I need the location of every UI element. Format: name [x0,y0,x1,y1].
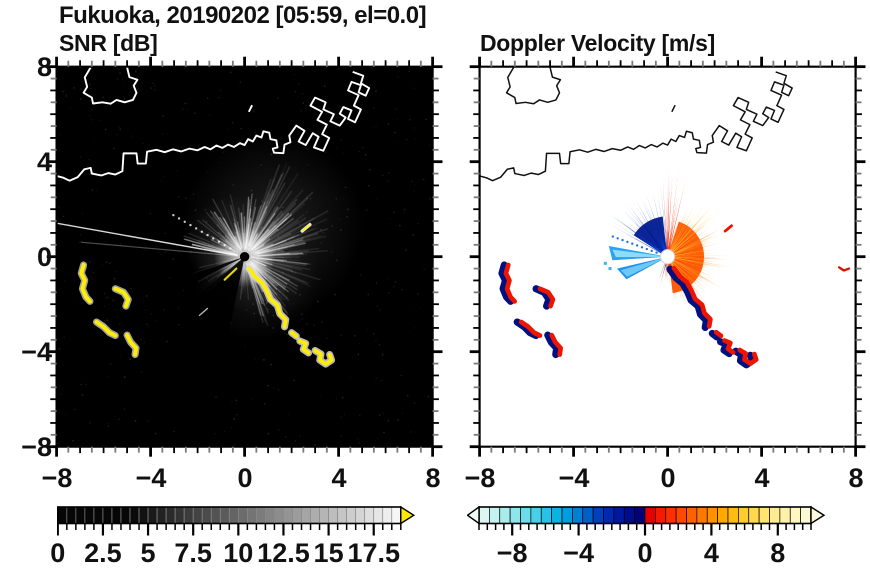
colorbar-tick-label: 4 [703,538,719,568]
colorbar-tick-label: 15 [313,538,344,568]
y-axis-tick-labels: 8 4 0 −4 −8 [2,0,52,570]
colorbar-tick-label: 8 [770,538,786,568]
x-tick-label: 0 [237,463,253,493]
y-tick-label: −4 [21,337,52,367]
y-tick-label: 0 [36,242,52,272]
x-tick-label: −4 [135,463,167,493]
x-tick-label: −8 [41,463,73,493]
colorbar-tick-label: 0 [50,538,66,568]
y-tick-label: 8 [36,52,52,82]
x-tick-label: 8 [425,463,441,493]
colorbar-tick-label: 10 [223,538,254,568]
colorbar-tick-label: −4 [563,538,594,568]
velocity-colorbar-strip [467,506,826,536]
colorbar-tick-label: 17.5 [347,538,400,568]
y-tick-label: 4 [36,147,52,177]
colorbar-tick-label: 5 [140,538,156,568]
snr-colorbar-strip [57,506,416,536]
velocity-panel-title: Doppler Velocity [m/s] [480,30,715,56]
snr-ppi-plot [46,56,443,457]
x-tick-label: 4 [331,463,347,493]
x-tick-label: −8 [464,463,496,493]
colorbar-tick-label: 7.5 [174,538,212,568]
snr-colorbar: 0 2.5 5 7.5 10 12.5 15 17.5 [50,506,437,570]
x-tick-label: 4 [754,463,770,493]
colorbar-tick-label: 2.5 [84,538,122,568]
colorbar-tick-label: −8 [496,538,528,568]
y-tick-label: −8 [21,432,52,462]
velocity-ppi-plot [469,56,866,457]
x-axis-tick-labels: −8 −4 0 4 8 −8 −4 0 4 8 [0,461,870,497]
colorbar-tick-label: 0 [637,538,653,568]
x-tick-label: 0 [660,463,676,493]
x-tick-label: 8 [848,463,864,493]
colorbar-tick-label: 12.5 [257,538,310,568]
figure-title: Fukuoka, 20190202 [05:59, el=0.0] [59,2,427,29]
x-tick-label: −4 [558,463,590,493]
snr-panel-title: SNR [dB] [59,30,158,56]
velocity-colorbar: −8 −4 0 4 8 [467,506,829,570]
